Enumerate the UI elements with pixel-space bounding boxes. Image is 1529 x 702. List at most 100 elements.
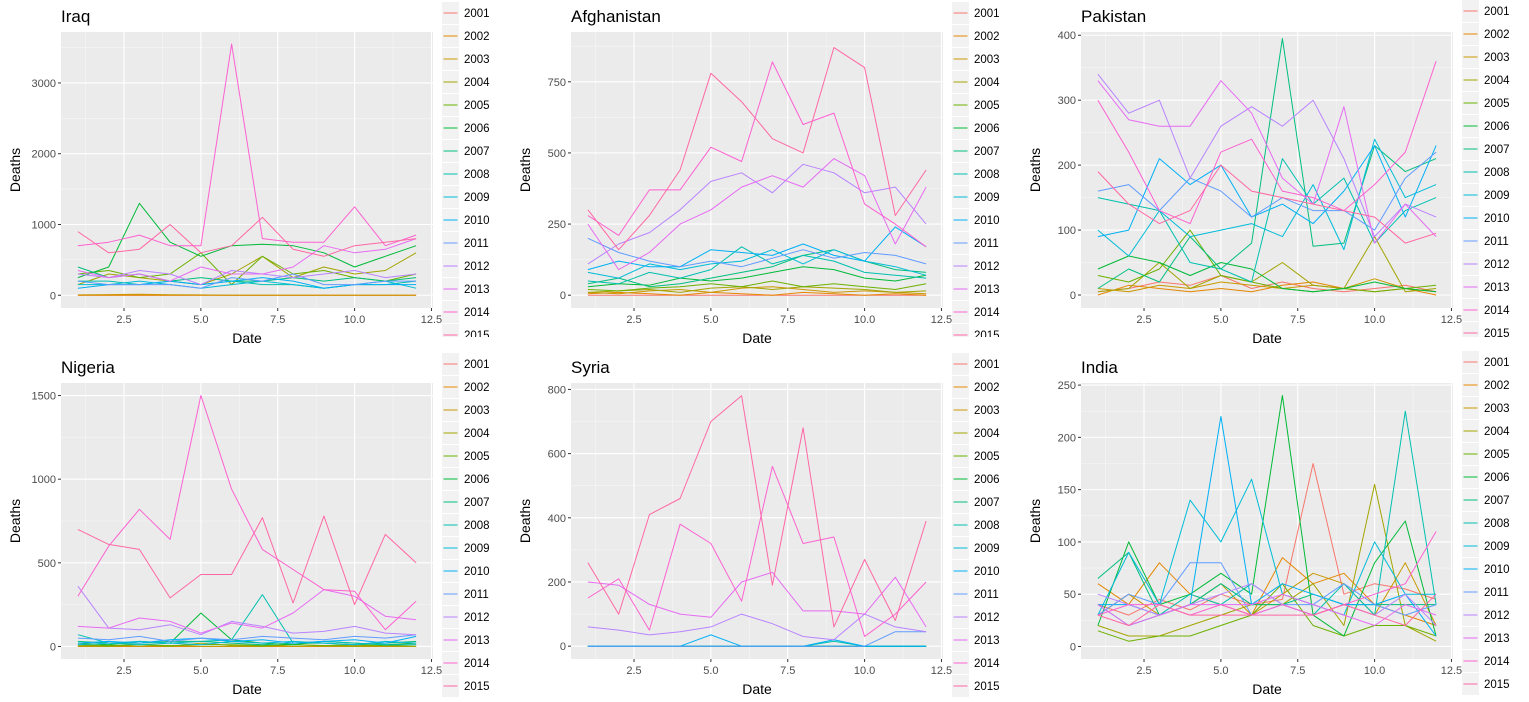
legend-item-2013: 2013 — [442, 278, 490, 300]
legend-item-2005: 2005 — [1462, 92, 1510, 114]
legend-item-2007: 2007 — [442, 491, 490, 513]
legend-label: 2002 — [1484, 29, 1510, 41]
legend-key — [442, 324, 459, 337]
legend-item-2009: 2009 — [952, 537, 1000, 559]
series-line-2002 — [587, 291, 927, 296]
x-axis-label: Date — [1252, 681, 1282, 697]
series-line-2006 — [1097, 255, 1437, 293]
x-tick-label: 7.5 — [270, 665, 285, 677]
legend-item-2003: 2003 — [952, 399, 1000, 421]
y-axis-label: Deaths — [517, 148, 533, 192]
series-group — [77, 395, 417, 647]
legend: 2001 2002 2003 2004 2005 2006 2007 2008 2009 2010… — [1462, 351, 1510, 695]
x-axis-label: Date — [742, 330, 772, 346]
chart-panel-india: India 2.5 5.0 7.5 10.0 12.5 0 50 100 150 200 250 Dat… — [1020, 351, 1529, 702]
legend-item-2015: 2015 — [1462, 322, 1510, 337]
series-line-2014 — [1097, 531, 1437, 616]
legend-item-2008: 2008 — [1462, 512, 1510, 534]
y-tick-label: 150 — [1058, 485, 1076, 497]
x-tick-label: 2.5 — [1136, 665, 1151, 677]
legend-label: 2001 — [974, 359, 1000, 371]
y-tick-label: 200 — [1058, 432, 1076, 444]
chart-svg: Pakistan 2.5 5.0 7.5 10.0 12.5 0 100 200 300 400 Da… — [1027, 0, 1510, 346]
series-line-2010 — [587, 226, 927, 271]
legend-label: 2011 — [464, 238, 489, 250]
x-tick-label: 10.0 — [344, 665, 365, 677]
legend-label: 2014 — [464, 307, 490, 319]
legend-label: 2002 — [1484, 380, 1510, 392]
legend-label: 2014 — [1484, 656, 1510, 668]
legend-label: 2003 — [1484, 403, 1510, 415]
series-line-2012 — [1097, 583, 1437, 626]
legend-label: 2015 — [464, 681, 490, 693]
y-tick-label: 0 — [560, 641, 566, 653]
legend-label: 2001 — [464, 359, 490, 371]
legend-label: 2013 — [464, 284, 490, 296]
legend-item-2014: 2014 — [952, 652, 1000, 674]
x-tick-label: 12.5 — [1441, 665, 1462, 677]
legend-item-2005: 2005 — [1462, 443, 1510, 465]
series-line-2013 — [1097, 593, 1437, 626]
series-line-2012 — [77, 585, 417, 636]
y-tick-label: 750 — [548, 77, 566, 89]
legend-label: 2001 — [1484, 6, 1510, 18]
legend-label: 2003 — [974, 54, 1000, 66]
y-tick-label: 200 — [1058, 160, 1076, 172]
legend-item-2009: 2009 — [442, 186, 490, 208]
legend-label: 2010 — [464, 215, 490, 227]
legend-label: 2004 — [464, 77, 490, 89]
legend-label: 2009 — [464, 192, 490, 204]
legend-label: 2009 — [974, 543, 1000, 555]
series-line-2015 — [77, 216, 417, 257]
legend-label: 2003 — [974, 405, 1000, 417]
legend-label: 2011 — [974, 238, 999, 250]
legend-label: 2012 — [464, 261, 490, 273]
x-axis-label: Date — [232, 330, 262, 346]
legend-item-2006: 2006 — [1462, 466, 1510, 488]
legend-label: 2001 — [464, 8, 490, 20]
legend-item-2009: 2009 — [1462, 184, 1510, 206]
series-line-2012 — [77, 270, 417, 286]
legend-item-2013: 2013 — [442, 629, 490, 651]
series-line-2015 — [587, 47, 927, 251]
legend-item-2009: 2009 — [1462, 535, 1510, 557]
legend-label: 2004 — [464, 428, 490, 440]
series-line-2015 — [1097, 593, 1437, 626]
legend-item-2001: 2001 — [442, 353, 490, 375]
legend-label: 2005 — [1484, 449, 1510, 461]
legend-label: 2010 — [1484, 564, 1510, 576]
series-line-2009 — [1097, 138, 1437, 257]
chart-title: India — [1081, 358, 1118, 377]
legend-item-2001: 2001 — [1462, 0, 1510, 22]
legend-label: 2002 — [974, 31, 1000, 43]
legend-item-2005: 2005 — [952, 94, 1000, 116]
series-line-2004 — [77, 252, 417, 286]
legend: 2001 2002 2003 2004 2005 2006 2007 2008 2009 2010… — [442, 353, 490, 697]
y-tick-label: 200 — [548, 577, 566, 589]
y-tick-label: 300 — [1058, 95, 1076, 107]
series-line-2008 — [77, 594, 417, 646]
x-tick-label: 7.5 — [270, 314, 285, 326]
chart-svg: Syria 2.5 5.0 7.5 10.0 12.5 0 200 400 600 800 Date D… — [517, 353, 1000, 697]
legend-label: 2015 — [464, 330, 490, 342]
legend-label: 2010 — [974, 215, 1000, 227]
x-tick-label: 7.5 — [1290, 314, 1305, 326]
series-line-2010 — [1097, 145, 1437, 238]
legend-label: 2013 — [1484, 633, 1510, 645]
legend-item-2003: 2003 — [1462, 46, 1510, 68]
x-tick-label: 5.0 — [1213, 314, 1228, 326]
legend-label: 2004 — [974, 77, 1000, 89]
x-tick-label: 5.0 — [193, 314, 208, 326]
series-line-2014 — [77, 395, 417, 631]
legend-item-2006: 2006 — [442, 468, 490, 490]
legend-item-2012: 2012 — [442, 606, 490, 628]
legend-label: 2008 — [464, 169, 490, 181]
legend-label: 2009 — [1484, 541, 1510, 553]
chart-panel-nigeria: Nigeria 2.5 5.0 7.5 10.0 12.5 0 500 1000 1500 Date… — [0, 351, 510, 702]
plot-background — [61, 32, 433, 308]
y-tick-label: 800 — [548, 384, 566, 396]
legend-label: 2003 — [464, 405, 490, 417]
y-axis-label: Deaths — [1027, 499, 1043, 543]
chart-svg: Iraq 2.5 5.0 7.5 10.0 12.5 0 1000 2000 3000 Date De… — [7, 2, 490, 346]
legend-label: 2013 — [464, 635, 490, 647]
